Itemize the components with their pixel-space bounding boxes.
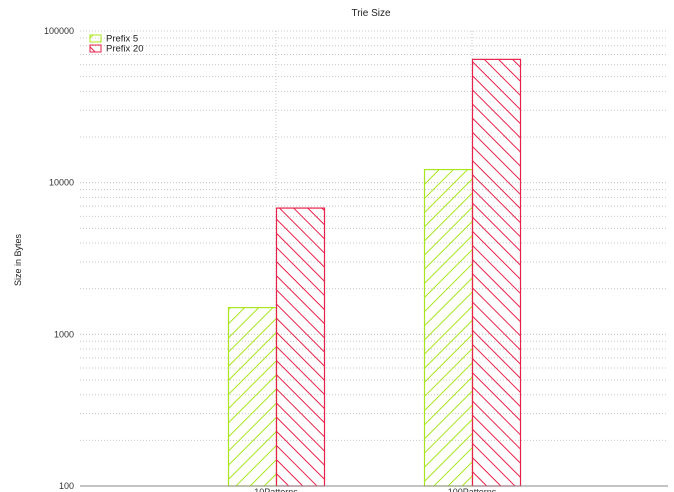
legend-label: Prefix 5 [106, 34, 138, 45]
bars [227, 58, 522, 487]
legend-swatch [89, 44, 102, 53]
x-tick-label: 10Patterns [254, 487, 298, 492]
y-axis-ticks: 100 1000 10000 100000 [44, 26, 74, 491]
bar-prefix-5-10patterns [227, 307, 278, 487]
y-tick-label: 100000 [44, 26, 74, 36]
bar-prefix-5-100patterns [423, 168, 474, 487]
y-tick-label: 10000 [49, 178, 74, 188]
legend-label: Prefix 20 [106, 44, 144, 55]
y-tick-label: 1000 [54, 329, 74, 339]
bar-prefix-20-100patterns [471, 58, 522, 487]
y-axis-label: Size in Bytes [13, 233, 23, 286]
x-axis-ticks: 10Patterns 100Patterns [254, 487, 497, 492]
bar-prefix-20-10patterns [275, 207, 326, 487]
legend-swatch [89, 34, 102, 43]
x-tick-label: 100Patterns [448, 487, 497, 492]
gridlines [80, 30, 668, 487]
chart-title: Trie Size [351, 8, 391, 19]
y-tick-label: 100 [59, 481, 74, 491]
